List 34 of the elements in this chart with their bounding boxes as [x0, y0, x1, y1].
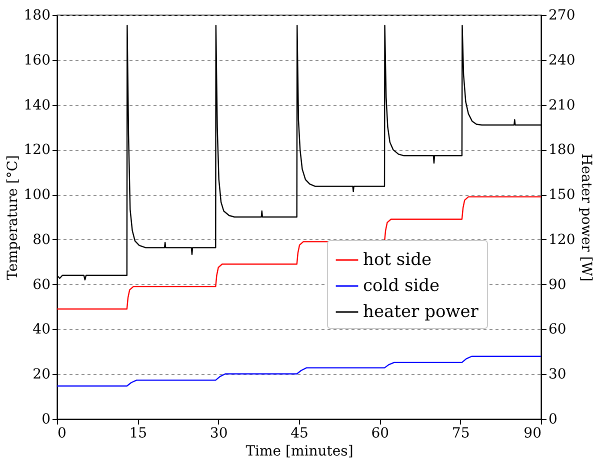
legend-label: hot side [363, 250, 432, 270]
x-axis-title: Time [minutes] [246, 444, 354, 460]
line-series [57, 356, 541, 387]
y-tick-label: 20 [32, 366, 50, 383]
x-tick-label: 15 [129, 426, 148, 442]
y-tick-label: 60 [32, 276, 50, 293]
y2-tick-label: 240 [548, 52, 576, 68]
y-tick-label: 40 [32, 322, 50, 338]
x-tick-label: 60 [371, 426, 390, 442]
y2-tick-label: 30 [548, 366, 566, 383]
legend-label: heater power [363, 302, 480, 322]
y2-tick-label: 90 [548, 276, 566, 293]
y-tick-label: 180 [24, 8, 50, 24]
legend-label: cold side [363, 276, 440, 296]
x-tick-label: 45 [290, 426, 308, 442]
y2-tick-label: 270 [548, 8, 576, 24]
y-tick-label: 120 [24, 142, 50, 158]
y2-tick-label: 120 [548, 232, 576, 248]
y2-tick-label: 60 [548, 322, 566, 338]
y2-tick-label: 210 [548, 97, 576, 114]
x-tick-label: 30 [210, 426, 228, 442]
x-tick-label: 75 [452, 426, 470, 442]
y-tick-label: 160 [24, 52, 50, 68]
y2-tick-label: 180 [548, 142, 576, 158]
y-tick-label: 100 [24, 187, 50, 204]
x-tick-label: 0 [58, 426, 66, 442]
y-tick-label: 80 [32, 232, 50, 248]
y-tick-label: 0 [42, 412, 50, 428]
y-axis-title: Temperature [°C] [4, 155, 21, 280]
y2-axis-title: Heater power [W] [578, 153, 594, 282]
y2-tick-label: 0 [548, 412, 558, 428]
y2-tick-label: 150 [548, 187, 576, 204]
y-tick-label: 140 [24, 97, 50, 114]
x-tick-label: 90 [524, 426, 542, 442]
